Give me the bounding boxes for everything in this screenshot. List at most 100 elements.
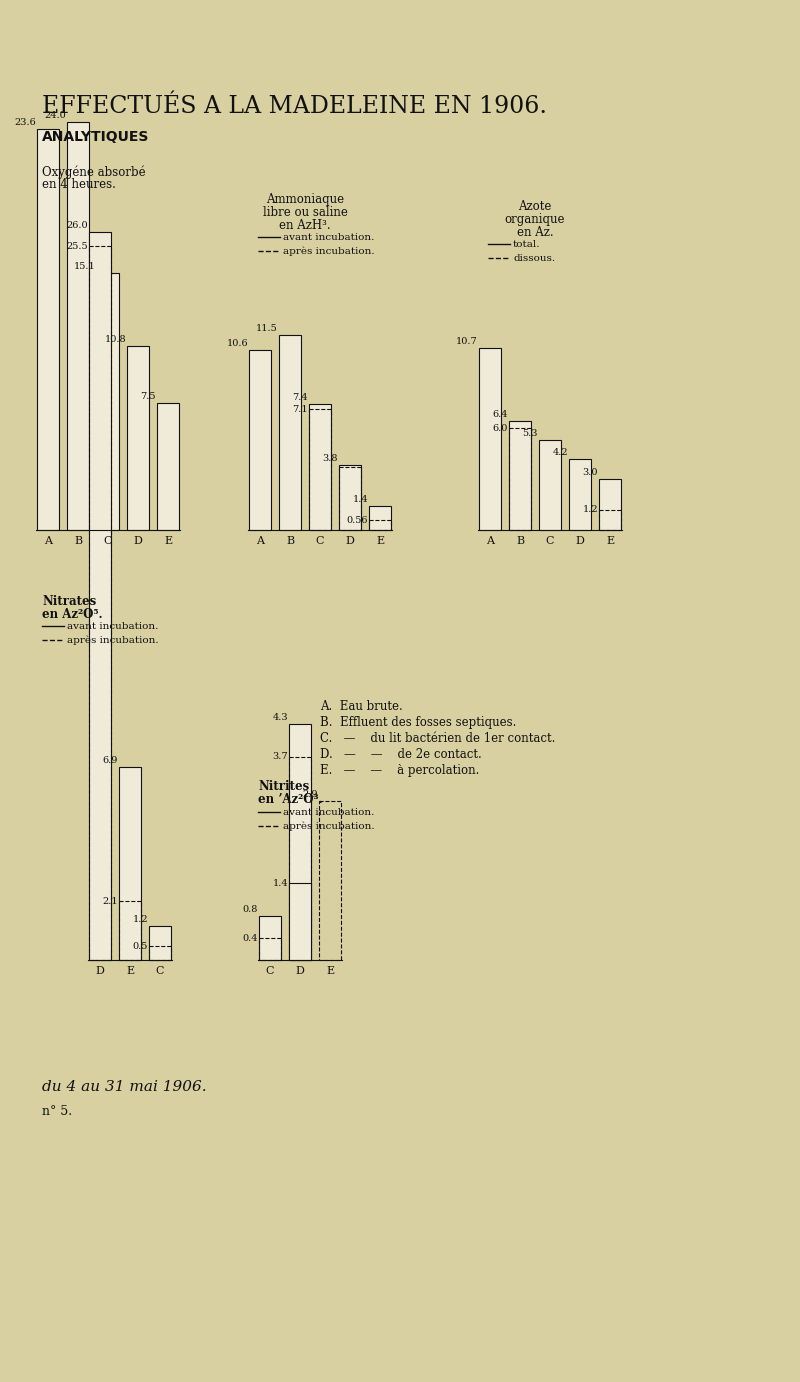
Bar	[127, 347, 149, 531]
Text: 1.2: 1.2	[582, 504, 598, 514]
Text: 0.8: 0.8	[242, 905, 258, 914]
Bar	[599, 510, 621, 531]
Bar	[479, 348, 501, 531]
Text: E: E	[126, 966, 134, 976]
Text: E: E	[326, 966, 334, 976]
Text: 1.2: 1.2	[132, 915, 148, 925]
Text: avant incubation.: avant incubation.	[283, 807, 374, 817]
Text: C: C	[104, 536, 112, 546]
Text: 5.3: 5.3	[522, 428, 538, 438]
Text: Nitrites: Nitrites	[258, 779, 310, 793]
Text: E: E	[376, 536, 384, 546]
Text: 10.7: 10.7	[456, 337, 478, 346]
Text: Nitrates: Nitrates	[42, 596, 96, 608]
Text: 25.5: 25.5	[66, 242, 88, 250]
Text: en ʼAz²O³.: en ʼAz²O³.	[258, 793, 322, 806]
Text: A: A	[256, 536, 264, 546]
Text: libre ou saline: libre ou saline	[262, 206, 347, 218]
Bar	[309, 409, 331, 531]
Text: EFFECTUÉS A LA MADELEINE EN 1906.: EFFECTUÉS A LA MADELEINE EN 1906.	[42, 95, 547, 117]
Text: Oxygéne absorbé: Oxygéne absorbé	[42, 164, 146, 178]
Text: 7.1: 7.1	[292, 405, 308, 413]
Text: 24.0: 24.0	[44, 111, 66, 120]
Text: 15.1: 15.1	[74, 263, 96, 271]
Bar	[249, 350, 271, 531]
Bar	[289, 724, 311, 960]
Text: 1.4: 1.4	[272, 879, 288, 887]
Text: Azote: Azote	[518, 200, 552, 213]
Bar	[339, 467, 361, 531]
Text: 0.56: 0.56	[346, 515, 368, 525]
Text: du 4 au 31 mai 1906.: du 4 au 31 mai 1906.	[42, 1079, 206, 1095]
Text: B: B	[516, 536, 524, 546]
Bar	[97, 274, 119, 531]
Bar	[89, 246, 111, 960]
Text: après incubation.: après incubation.	[283, 246, 374, 256]
Bar	[89, 232, 111, 960]
Text: E: E	[164, 536, 172, 546]
Text: ANALYTIQUES: ANALYTIQUES	[42, 130, 150, 144]
Text: 10.8: 10.8	[104, 336, 126, 344]
Text: 2.1: 2.1	[102, 897, 118, 905]
Bar	[149, 926, 171, 960]
Text: n° 5.: n° 5.	[42, 1106, 72, 1118]
Text: 1.4: 1.4	[352, 495, 368, 504]
Text: D: D	[346, 536, 354, 546]
Text: C.   —    du lit bactérien de 1er contact.: C. — du lit bactérien de 1er contact.	[320, 732, 555, 745]
Text: 6.0: 6.0	[493, 423, 508, 433]
Text: après incubation.: après incubation.	[283, 821, 374, 831]
Text: 3.7: 3.7	[272, 752, 288, 761]
Text: D: D	[95, 966, 105, 976]
Text: B.  Effluent des fosses septiques.: B. Effluent des fosses septiques.	[320, 716, 516, 728]
Text: 23.6: 23.6	[14, 117, 36, 127]
Text: 0.4: 0.4	[242, 933, 258, 943]
Text: D: D	[134, 536, 142, 546]
Text: 0.5: 0.5	[133, 941, 148, 951]
Bar	[309, 404, 331, 531]
Text: D: D	[295, 966, 305, 976]
Text: 11.5: 11.5	[256, 323, 278, 333]
Bar	[509, 422, 531, 531]
Bar	[599, 480, 621, 531]
Text: A.  Eau brute.: A. Eau brute.	[320, 701, 402, 713]
Bar	[319, 800, 341, 960]
Bar	[279, 334, 301, 531]
Text: total.: total.	[513, 239, 541, 249]
Bar	[339, 466, 361, 531]
Text: 6.4: 6.4	[493, 410, 508, 419]
Bar	[149, 947, 171, 960]
Bar	[157, 402, 179, 531]
Text: avant incubation.: avant incubation.	[283, 232, 374, 242]
Text: avant incubation.: avant incubation.	[67, 622, 158, 630]
Text: E.   —    —    à percolation.: E. — — à percolation.	[320, 764, 479, 777]
Bar	[369, 521, 391, 531]
Text: C: C	[546, 536, 554, 546]
Bar	[259, 916, 281, 960]
Text: après incubation.: après incubation.	[67, 636, 158, 645]
Bar	[37, 129, 59, 531]
Text: C: C	[266, 966, 274, 976]
Text: A: A	[486, 536, 494, 546]
Bar	[369, 506, 391, 531]
Text: 3.8: 3.8	[322, 455, 338, 463]
Text: en 4 heures.: en 4 heures.	[42, 178, 116, 191]
Bar	[289, 883, 311, 960]
Text: 4.2: 4.2	[552, 448, 568, 456]
Text: en AzH³.: en AzH³.	[279, 218, 331, 232]
Bar	[259, 938, 281, 960]
Text: D.   —    —    de 2e contact.: D. — — de 2e contact.	[320, 748, 482, 761]
Bar	[509, 428, 531, 531]
Text: Ammoniaque: Ammoniaque	[266, 193, 344, 206]
Text: B: B	[286, 536, 294, 546]
Text: D: D	[575, 536, 585, 546]
Text: organique: organique	[505, 213, 566, 227]
Text: B: B	[74, 536, 82, 546]
Bar	[569, 459, 591, 531]
Text: 10.6: 10.6	[226, 339, 248, 348]
Text: 6.9: 6.9	[102, 756, 118, 764]
Bar	[119, 901, 141, 960]
Bar	[289, 756, 311, 960]
Text: E: E	[606, 536, 614, 546]
Bar	[539, 439, 561, 531]
Text: 3.0: 3.0	[582, 468, 598, 477]
